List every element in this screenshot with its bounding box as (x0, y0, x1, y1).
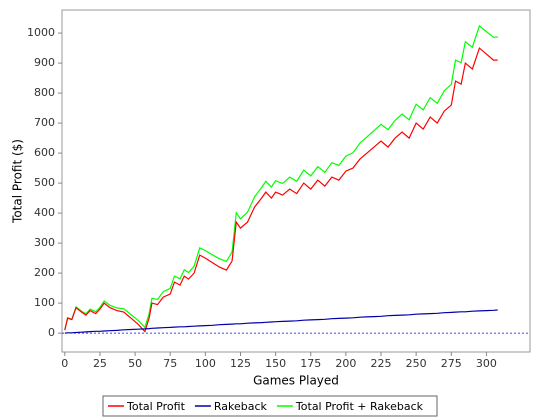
y-axis-label: Total Profit ($) (11, 139, 25, 224)
x-tick-label: 300 (476, 357, 497, 370)
series-line (64, 309, 498, 334)
x-tick-label: 25 (93, 357, 107, 370)
series-line (64, 47, 498, 333)
series-line (64, 24, 498, 331)
x-tick-label: 225 (371, 357, 392, 370)
x-tick-label: 150 (265, 357, 286, 370)
legend (102, 395, 438, 417)
x-tick-label: 0 (61, 357, 68, 370)
y-tick-label: 900 (34, 56, 55, 69)
y-tick-label: 800 (34, 86, 55, 99)
x-axis-label: Games Played (253, 374, 339, 388)
y-tick-label: 700 (34, 116, 55, 129)
y-tick-label: 1000 (27, 26, 55, 39)
y-tick-label: 500 (34, 176, 55, 189)
y-tick-label: 200 (34, 266, 55, 279)
x-tick-label: 250 (406, 357, 427, 370)
y-tick-label: 100 (34, 296, 55, 309)
x-tick-label: 275 (441, 357, 462, 370)
y-tick-label: 600 (34, 146, 55, 159)
x-tick-label: 100 (195, 357, 216, 370)
y-tick-label: 300 (34, 236, 55, 249)
x-tick-label: 200 (335, 357, 356, 370)
x-tick-label: 125 (230, 357, 251, 370)
y-tick-label: 0 (48, 326, 55, 339)
legend-label: Rakeback (214, 400, 268, 413)
x-tick-label: 50 (128, 357, 142, 370)
legend-label: Total Profit + Rakeback (295, 400, 424, 413)
x-tick-label: 175 (300, 357, 321, 370)
y-tick-label: 400 (34, 206, 55, 219)
x-tick-label: 75 (163, 357, 177, 370)
legend-label: Total Profit (126, 400, 186, 413)
